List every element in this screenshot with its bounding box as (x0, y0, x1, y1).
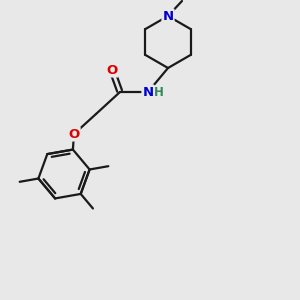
Text: O: O (106, 64, 118, 76)
Text: O: O (68, 128, 80, 140)
Text: N: N (142, 85, 154, 98)
Text: N: N (162, 10, 174, 22)
Text: H: H (154, 86, 164, 100)
